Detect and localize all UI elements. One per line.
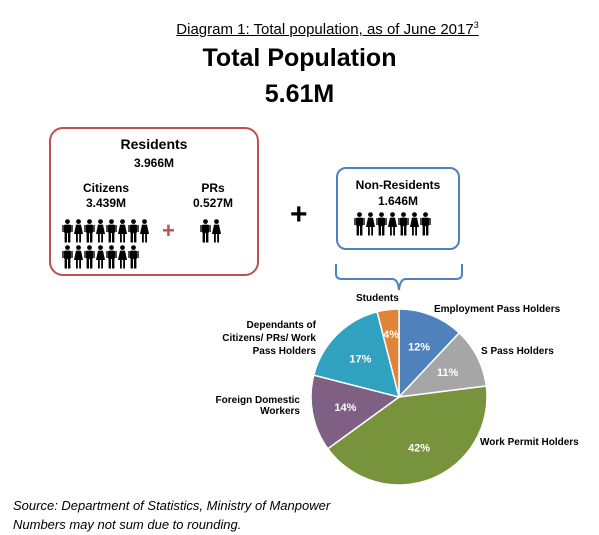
citizens-value: 3.439M [85, 196, 127, 210]
pie-label-fdw: Foreign Domestic Workers [212, 395, 300, 417]
pie-label-dependants-line-2: Citizens/ PRs/ Work [222, 333, 316, 344]
citizens-people-row-1 [62, 219, 150, 243]
pie-label-employment: Employment Pass Holders [434, 304, 561, 315]
woman-icon [74, 219, 83, 243]
woman-icon [410, 212, 419, 236]
woman-icon [118, 219, 127, 243]
non-residents-bracket [335, 264, 463, 291]
woman-icon [388, 212, 397, 236]
man-icon [84, 245, 95, 269]
man-icon [354, 212, 365, 236]
main-title: Total Population [202, 44, 397, 72]
woman-icon [74, 245, 83, 269]
pie-slice-workpermit [326, 385, 488, 486]
residents-label: Residents [120, 136, 188, 152]
total-population-value: 5.61M [264, 80, 335, 108]
source-line-1: Source: Department of Statistics, Minist… [13, 498, 331, 513]
man-icon [398, 212, 409, 236]
residents-box [49, 127, 259, 276]
prs-value: 0.527M [192, 196, 234, 210]
non-residents-box [336, 167, 460, 250]
pie-value-dependants: 17% [349, 353, 371, 365]
diagram-caption: Diagram 1: Total population, as of June … [0, 20, 599, 38]
pie-label-fdw-line-2: Workers [260, 406, 300, 417]
man-icon [128, 245, 139, 269]
pie-label-dependants-line-1: Dependants of [246, 320, 316, 331]
non-residents-value: 1.646M [377, 194, 419, 208]
citizens-people-row-2 [62, 245, 139, 269]
woman-icon [366, 212, 375, 236]
prs-label: PRs [201, 181, 225, 195]
pie-value-spass: 11% [437, 367, 459, 379]
pie-value-workpermit: 42% [408, 443, 430, 455]
man-icon [376, 212, 387, 236]
pie-label-fdw-line-1: Foreign Domestic [215, 395, 300, 406]
pie-slice-fdw [310, 374, 401, 450]
pie-label-dependants: Dependants of Citizens/ PRs/ Work Pass H… [200, 319, 316, 358]
man-icon [106, 245, 117, 269]
man-icon [106, 219, 117, 243]
woman-icon [212, 219, 221, 243]
residents-value: 3.966M [133, 156, 175, 170]
non-residents-label: Non-Residents [355, 178, 441, 192]
man-icon [62, 219, 73, 243]
pie-value-students: 4% [383, 329, 399, 341]
man-icon [420, 212, 431, 236]
pie-slice-students [376, 308, 400, 398]
pie-label-dependants-line-3: Pass Holders [252, 346, 316, 357]
pie-value-fdw: 14% [334, 402, 356, 414]
woman-icon [96, 245, 105, 269]
caption-text: Diagram 1: Total population, as of June … [176, 21, 474, 38]
woman-icon [118, 245, 127, 269]
citizens-label: Citizens [82, 181, 129, 195]
pie-slice-employment [398, 308, 461, 399]
man-icon [62, 245, 73, 269]
woman-icon [140, 219, 149, 243]
pie-value-employment: 12% [408, 341, 430, 353]
woman-icon [96, 219, 105, 243]
pie-slice-dependants [312, 310, 401, 399]
prs-people-row [200, 219, 222, 243]
man-icon [84, 219, 95, 243]
pie-label-students: Students [356, 293, 399, 304]
man-icon [128, 219, 139, 243]
plus-sign: + [290, 198, 308, 231]
pie-label-workpermit: Work Permit Holders [480, 437, 579, 448]
plus-sign-red: + [162, 218, 175, 243]
source-line-2: Numbers may not sum due to rounding. [13, 517, 242, 532]
man-icon [200, 219, 211, 243]
source-note: Source: Department of Statistics, Minist… [13, 496, 330, 534]
non-residents-people-row [354, 212, 431, 236]
caption-footnote: 3 [473, 20, 479, 30]
pie-label-spass: S Pass Holders [481, 346, 554, 357]
